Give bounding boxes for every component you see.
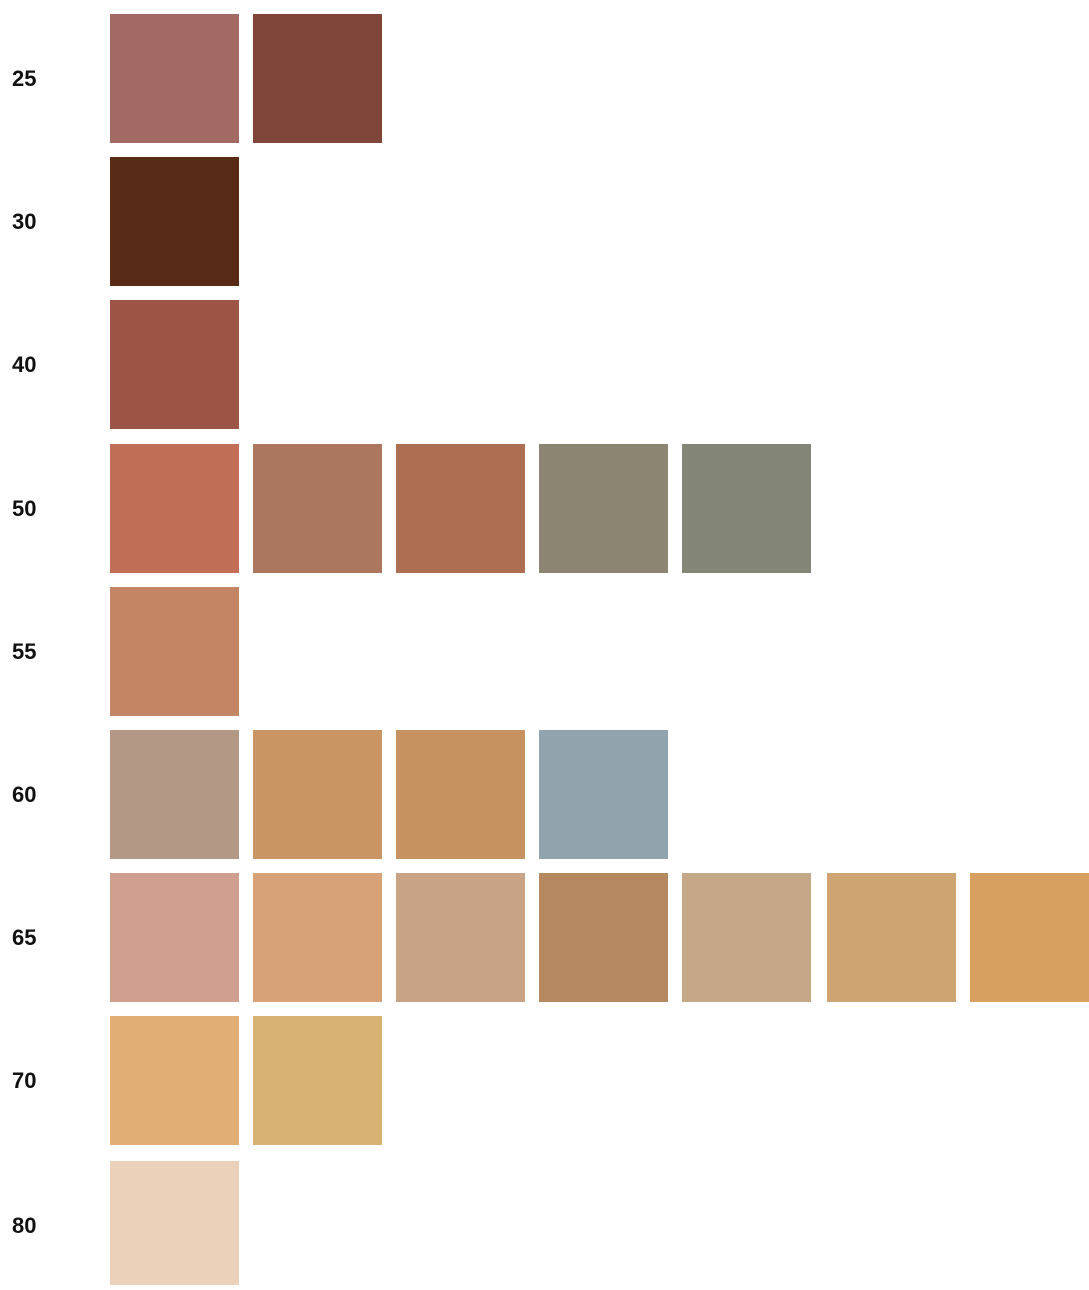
swatch-row-40: 40 xyxy=(0,300,1089,429)
row-label: 65 xyxy=(12,924,37,950)
color-swatch xyxy=(253,1016,382,1145)
swatch-row-50: 50 xyxy=(0,444,1089,573)
color-swatch xyxy=(110,14,239,143)
swatch-row-80: 80 xyxy=(0,1161,1089,1290)
color-swatch xyxy=(253,873,382,1002)
color-swatch xyxy=(682,444,811,573)
swatch-row-65: 65 xyxy=(0,873,1089,1002)
color-swatch xyxy=(253,14,382,143)
swatch-row-70: 70 xyxy=(0,1016,1089,1145)
color-swatch xyxy=(253,444,382,573)
color-swatch xyxy=(110,300,239,429)
color-swatch xyxy=(110,1016,239,1145)
color-swatch xyxy=(827,873,956,1002)
color-swatch xyxy=(970,873,1089,1002)
row-label: 55 xyxy=(12,638,37,664)
color-swatch xyxy=(253,730,382,859)
swatch-row-25: 25 xyxy=(0,14,1089,143)
swatch-row-55: 55 xyxy=(0,587,1089,716)
row-label: 25 xyxy=(12,65,37,91)
swatch-row-30: 30 xyxy=(0,157,1089,286)
color-swatch xyxy=(110,587,239,716)
row-label: 50 xyxy=(12,495,37,521)
color-swatch xyxy=(539,730,668,859)
color-swatch xyxy=(110,157,239,286)
color-swatch xyxy=(396,730,525,859)
swatch-row-60: 60 xyxy=(0,730,1089,859)
color-swatch xyxy=(539,873,668,1002)
row-label: 60 xyxy=(12,781,37,807)
color-swatch xyxy=(396,873,525,1002)
color-swatch xyxy=(682,873,811,1002)
color-swatch xyxy=(110,730,239,859)
color-swatch xyxy=(110,1161,239,1285)
row-label: 80 xyxy=(12,1212,37,1238)
row-label: 70 xyxy=(12,1067,37,1093)
color-swatch xyxy=(110,444,239,573)
color-swatch xyxy=(110,873,239,1002)
row-label: 30 xyxy=(12,208,37,234)
color-swatch xyxy=(396,444,525,573)
color-swatch xyxy=(539,444,668,573)
row-label: 40 xyxy=(12,351,37,377)
